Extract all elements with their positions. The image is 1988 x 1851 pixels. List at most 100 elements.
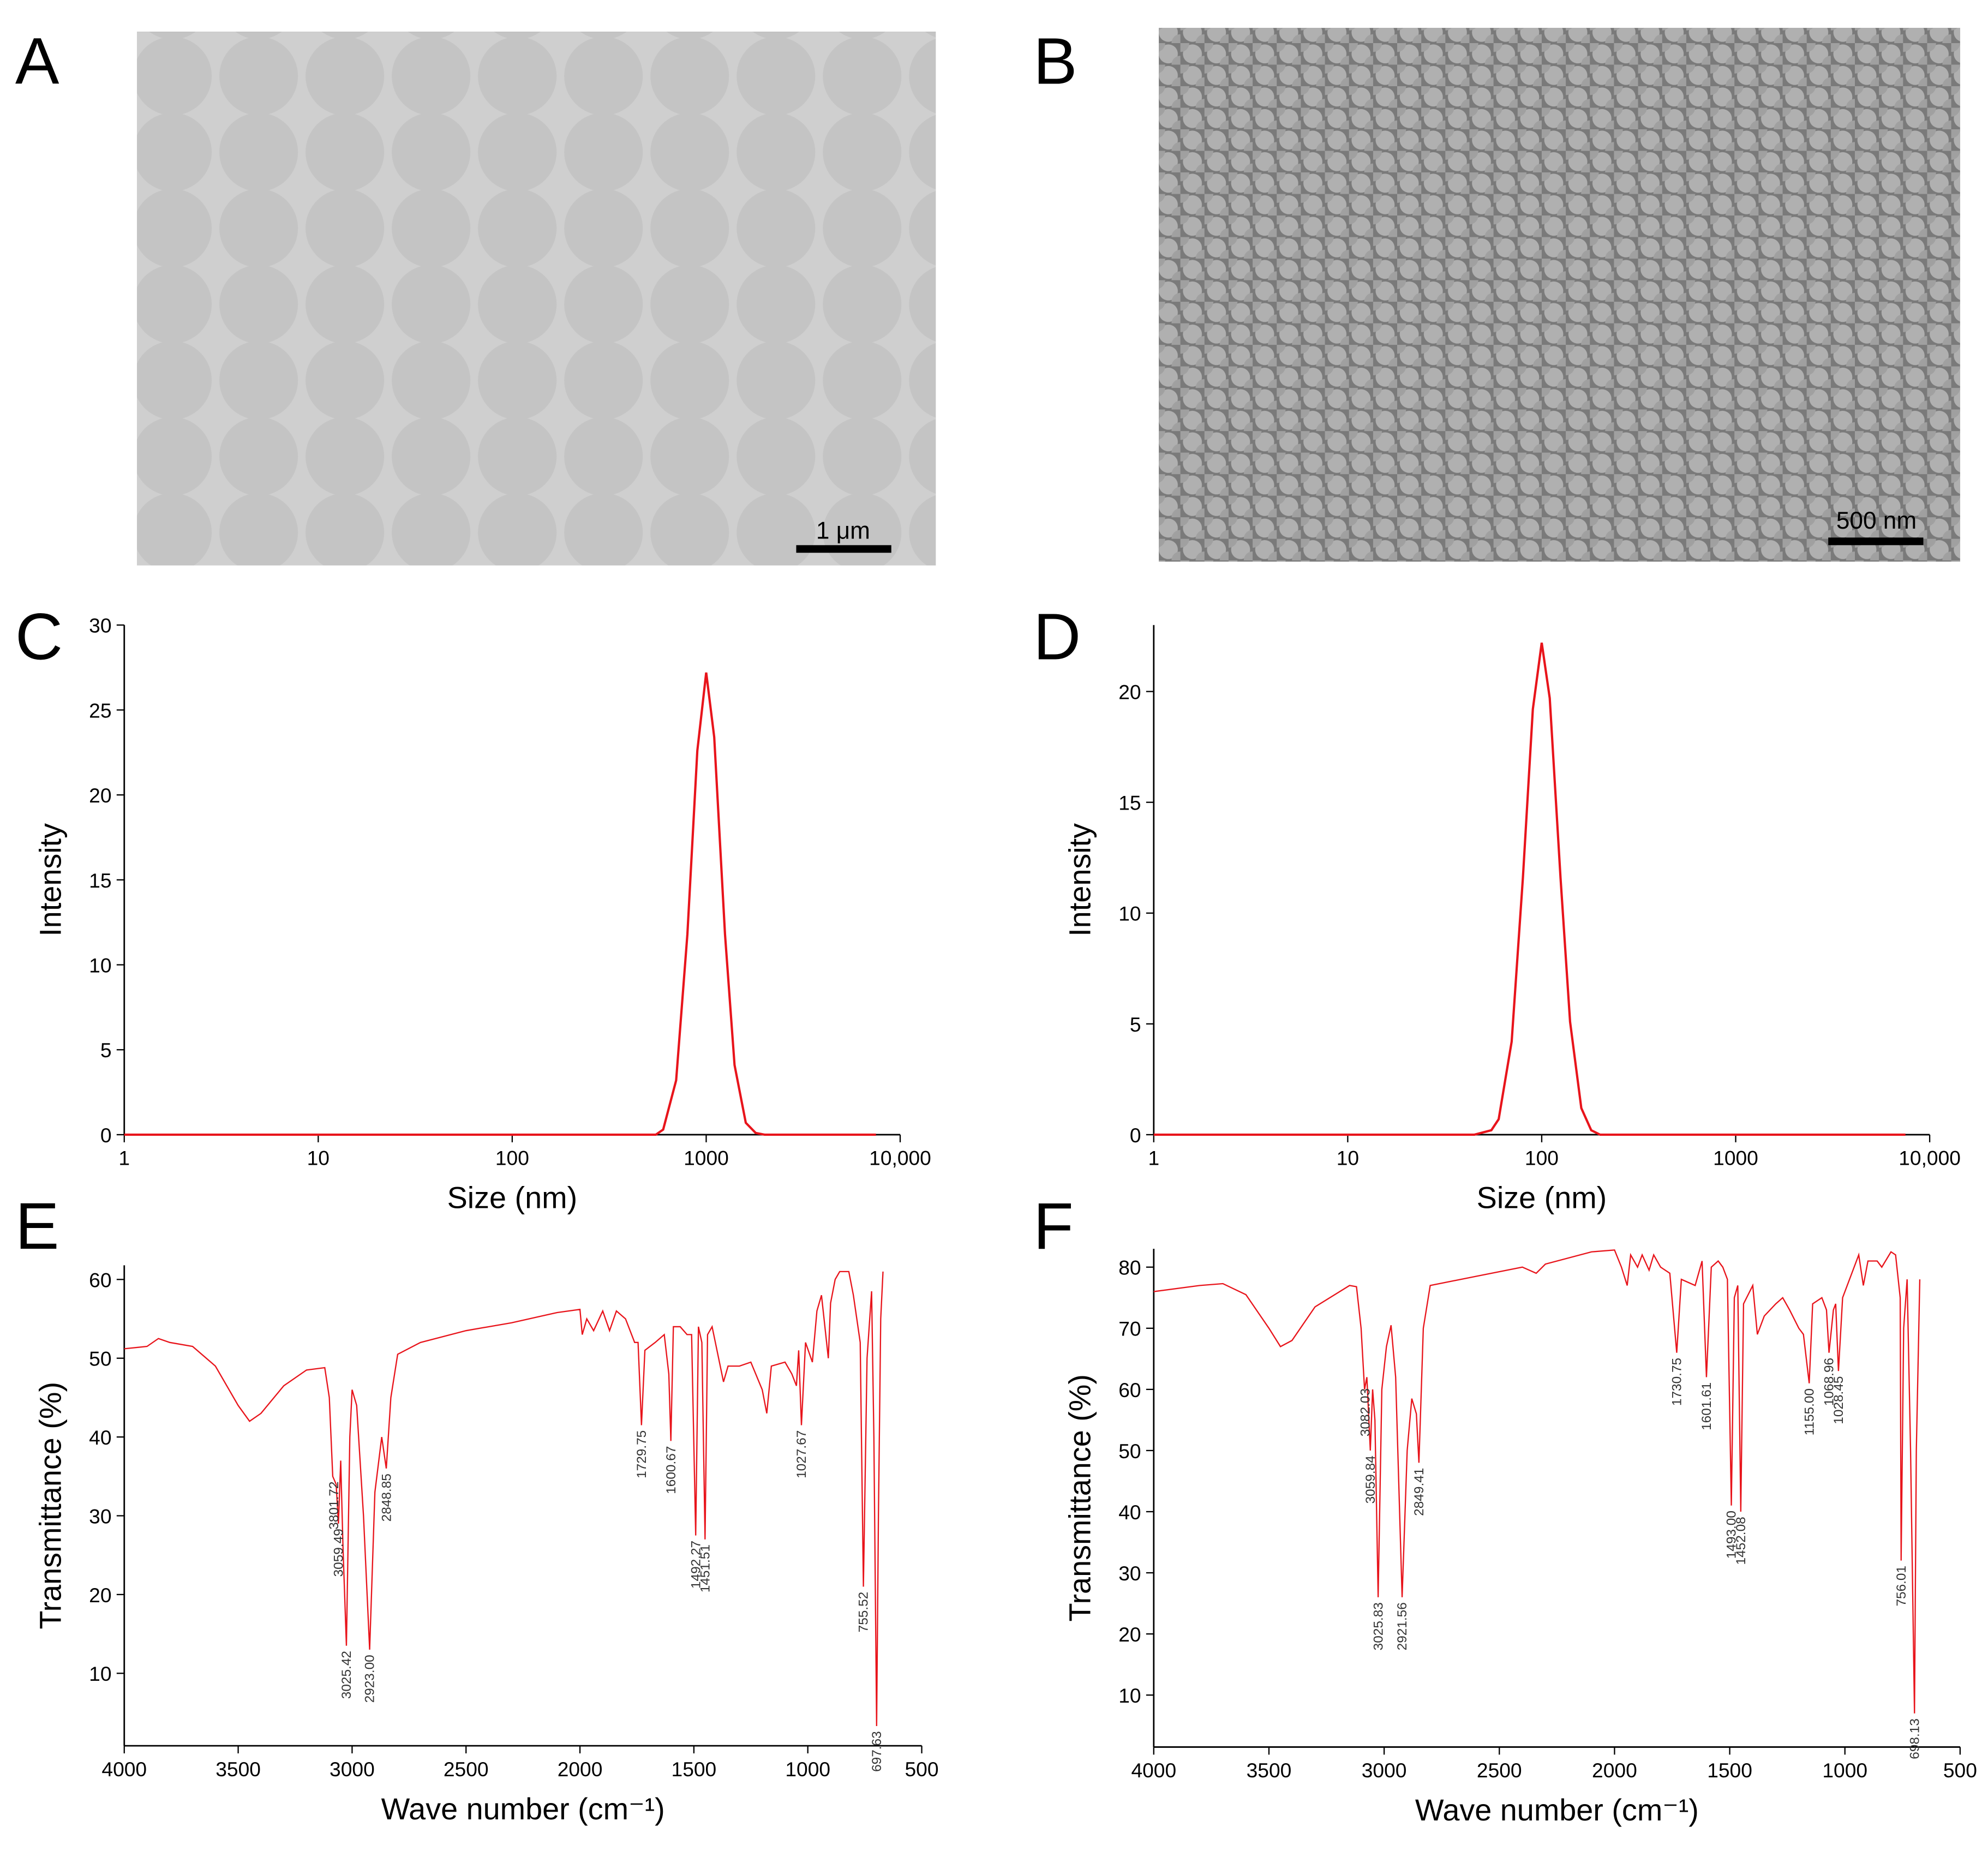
x-tick-label: 1000 bbox=[1822, 1759, 1867, 1782]
x-axis-label: Wave number (cm⁻¹) bbox=[1415, 1793, 1699, 1827]
x-tick-label: 1 bbox=[1148, 1147, 1159, 1170]
x-tick-label: 1500 bbox=[672, 1758, 717, 1781]
x-axis-label: Size (nm) bbox=[1477, 1181, 1607, 1215]
x-tick-label: 500 bbox=[1943, 1759, 1977, 1782]
y-axis-label: Intensity bbox=[1063, 823, 1097, 937]
y-tick-label: 25 bbox=[89, 699, 111, 722]
x-axis-label: Size (nm) bbox=[447, 1181, 578, 1215]
x-tick-label: 1500 bbox=[1707, 1759, 1752, 1782]
scale-bar-label: 1 μm bbox=[816, 518, 870, 544]
y-tick-label: 70 bbox=[1118, 1317, 1141, 1340]
peak-label: 3059.84 bbox=[1363, 1455, 1378, 1503]
peak-label: 1451.51 bbox=[698, 1544, 712, 1592]
x-tick-label: 10 bbox=[307, 1147, 330, 1170]
y-tick-label: 50 bbox=[1118, 1440, 1141, 1463]
y-tick-label: 30 bbox=[89, 614, 111, 637]
x-tick-label: 100 bbox=[1525, 1147, 1559, 1170]
peak-label: 1452.08 bbox=[1734, 1517, 1749, 1565]
spectrum-line bbox=[124, 1271, 884, 1727]
y-axis-label: Transmittance (%) bbox=[34, 1382, 68, 1629]
y-tick-label: 0 bbox=[100, 1124, 112, 1147]
y-tick-label: 10 bbox=[1118, 902, 1141, 925]
panel-label: D bbox=[1033, 600, 1081, 673]
x-tick-label: 1 bbox=[118, 1147, 130, 1170]
y-tick-label: 30 bbox=[1118, 1562, 1141, 1585]
y-tick-label: 0 bbox=[1130, 1124, 1141, 1147]
x-tick-label: 3000 bbox=[1362, 1759, 1407, 1782]
panel-label: C bbox=[15, 600, 63, 673]
peak-label: 3059.49 bbox=[331, 1529, 346, 1577]
y-tick-label: 10 bbox=[89, 1662, 111, 1685]
peak-label: 3025.42 bbox=[339, 1651, 354, 1699]
x-tick-label: 3000 bbox=[330, 1758, 375, 1781]
x-tick-label: 100 bbox=[495, 1147, 529, 1170]
peak-label: 1601.61 bbox=[1699, 1382, 1714, 1430]
peak-label: 2848.85 bbox=[380, 1473, 394, 1521]
y-tick-label: 40 bbox=[1118, 1501, 1141, 1524]
y-tick-label: 10 bbox=[89, 954, 111, 977]
panel-label: B bbox=[1033, 24, 1077, 98]
x-tick-label: 10,000 bbox=[1899, 1147, 1961, 1170]
x-tick-label: 2500 bbox=[1477, 1759, 1522, 1782]
x-tick-label: 1000 bbox=[785, 1758, 830, 1781]
x-tick-label: 10,000 bbox=[869, 1147, 931, 1170]
sem-image-b: 500 nm bbox=[1159, 28, 1960, 562]
x-tick-label: 2000 bbox=[558, 1758, 603, 1781]
y-tick-label: 15 bbox=[1118, 792, 1141, 814]
peak-label: 1730.75 bbox=[1670, 1358, 1685, 1406]
spectrum-line bbox=[1153, 1249, 1921, 1714]
y-tick-label: 5 bbox=[100, 1039, 112, 1062]
peak-label: 1155.00 bbox=[1802, 1388, 1817, 1435]
peak-label: 3025.83 bbox=[1371, 1602, 1386, 1650]
y-tick-label: 20 bbox=[1118, 1623, 1141, 1646]
peak-label: 1068.96 bbox=[1822, 1358, 1837, 1406]
peak-label: 1492.27 bbox=[688, 1541, 703, 1589]
peak-label: 697.63 bbox=[870, 1731, 884, 1772]
x-axis-label: Wave number (cm⁻¹) bbox=[381, 1792, 665, 1826]
peak-label: 698.13 bbox=[1907, 1718, 1922, 1759]
y-axis-label: Intensity bbox=[34, 823, 68, 937]
panel-label: F bbox=[1033, 1189, 1074, 1263]
x-tick-label: 4000 bbox=[1131, 1759, 1176, 1782]
x-tick-label: 3500 bbox=[1247, 1759, 1292, 1782]
y-tick-label: 10 bbox=[1118, 1684, 1141, 1707]
x-tick-label: 10 bbox=[1337, 1147, 1359, 1170]
x-tick-label: 2000 bbox=[1592, 1759, 1637, 1782]
sem-image-a: 1 μm bbox=[136, 32, 936, 566]
y-tick-label: 60 bbox=[1118, 1379, 1141, 1401]
peak-label: 3082.03 bbox=[1358, 1388, 1373, 1436]
y-tick-label: 40 bbox=[89, 1426, 111, 1449]
peak-label: 1028.45 bbox=[1831, 1376, 1846, 1424]
y-tick-label: 50 bbox=[89, 1347, 111, 1370]
y-tick-label: 20 bbox=[89, 1584, 111, 1607]
spectrum-line bbox=[124, 672, 876, 1136]
peak-label: 1493.00 bbox=[1724, 1511, 1739, 1559]
peak-label: 2921.56 bbox=[1395, 1602, 1410, 1650]
y-tick-label: 20 bbox=[1118, 681, 1141, 704]
y-axis-label: Transmittance (%) bbox=[1063, 1374, 1097, 1621]
x-tick-label: 4000 bbox=[101, 1758, 147, 1781]
x-tick-label: 1000 bbox=[684, 1147, 729, 1170]
peak-label: 1600.67 bbox=[664, 1446, 679, 1494]
panel-label: E bbox=[15, 1189, 59, 1263]
y-tick-label: 5 bbox=[1130, 1013, 1141, 1036]
y-tick-label: 30 bbox=[89, 1505, 111, 1527]
y-tick-label: 15 bbox=[89, 869, 111, 892]
x-tick-label: 1000 bbox=[1713, 1147, 1758, 1170]
peak-label: 3801.72 bbox=[327, 1482, 342, 1530]
y-tick-label: 20 bbox=[89, 784, 111, 807]
scale-bar-label: 500 nm bbox=[1836, 507, 1917, 534]
peak-label: 1729.75 bbox=[634, 1430, 649, 1478]
x-tick-label: 3500 bbox=[215, 1758, 261, 1781]
peak-label: 756.01 bbox=[1894, 1566, 1909, 1607]
peak-label: 1027.67 bbox=[794, 1430, 809, 1478]
spectrum-line bbox=[1153, 642, 1906, 1136]
y-tick-label: 60 bbox=[89, 1268, 111, 1291]
x-tick-label: 2500 bbox=[444, 1758, 489, 1781]
peak-label: 2923.00 bbox=[363, 1655, 378, 1703]
x-tick-label: 500 bbox=[905, 1758, 939, 1781]
y-tick-label: 80 bbox=[1118, 1256, 1141, 1279]
panel-label: A bbox=[15, 24, 59, 98]
peak-label: 755.52 bbox=[857, 1592, 871, 1633]
